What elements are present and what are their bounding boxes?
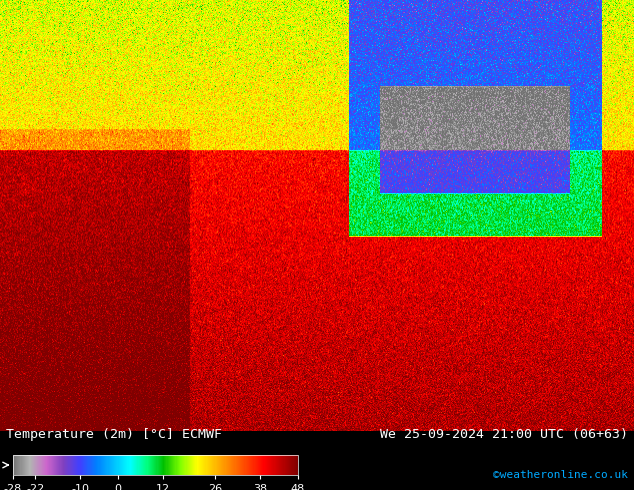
Text: ©weatheronline.co.uk: ©weatheronline.co.uk <box>493 470 628 480</box>
Text: Temperature (2m) [°C] ECMWF: Temperature (2m) [°C] ECMWF <box>6 428 223 441</box>
Text: We 25-09-2024 21:00 UTC (06+63): We 25-09-2024 21:00 UTC (06+63) <box>380 428 628 441</box>
